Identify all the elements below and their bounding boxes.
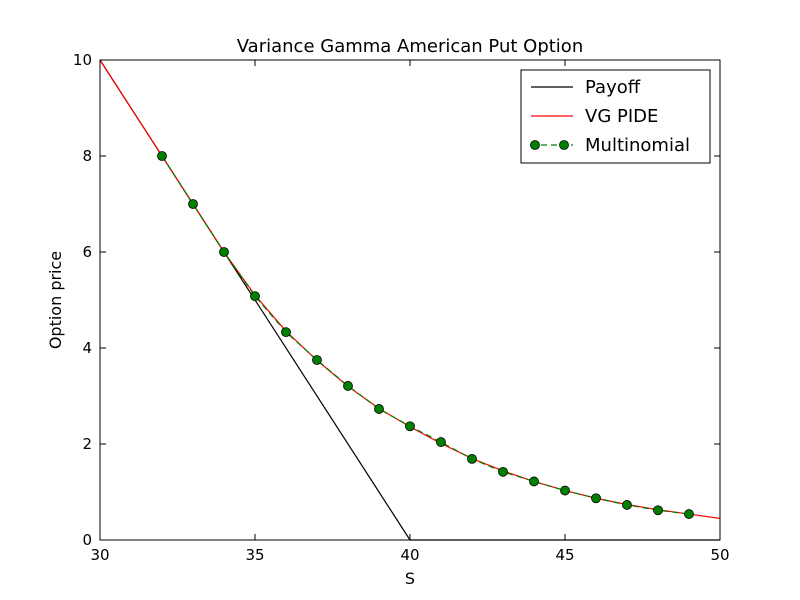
y-tick-label: 2 [82, 435, 92, 453]
y-tick-label: 10 [73, 51, 92, 69]
legend-marker [559, 140, 569, 150]
series-line-multinomial [161, 155, 690, 515]
data-point-multinomial [374, 404, 384, 414]
legend-label-payoff: Payoff [585, 77, 641, 98]
data-point-multinomial [529, 476, 539, 487]
data-point-multinomial [188, 199, 198, 209]
data-point-multinomial [436, 437, 446, 447]
data-point-multinomial [467, 453, 477, 464]
legend-label-multinomial: Multinomial [585, 135, 690, 156]
data-point-multinomial [312, 355, 322, 365]
y-axis-label: Option price [46, 251, 65, 349]
y-tick-label: 6 [82, 243, 92, 261]
data-point-multinomial [498, 466, 508, 477]
data-point-multinomial [622, 500, 632, 510]
x-axis-label: S [405, 569, 415, 588]
y-tick-label: 0 [82, 531, 92, 549]
axis-ticks: 30 35 40 45 50 0 2 4 6 8 10 [73, 51, 730, 564]
x-tick-label: 30 [90, 546, 109, 564]
data-point-multinomial [684, 509, 694, 519]
x-tick-label: 45 [555, 546, 574, 564]
x-tick-label: 35 [245, 546, 264, 564]
chart-title: Variance Gamma American Put Option [237, 36, 583, 57]
data-point-multinomial [591, 493, 601, 504]
legend-marker [530, 140, 540, 150]
x-tick-label: 50 [710, 546, 729, 564]
legend-label-vg-pide: VG PIDE [585, 106, 658, 127]
y-tick-label: 4 [82, 339, 92, 357]
data-point-multinomial [405, 421, 415, 432]
data-point-multinomial [653, 505, 663, 516]
data-point-multinomial [343, 381, 353, 391]
data-point-multinomial [250, 291, 260, 302]
data-point-multinomial [219, 247, 229, 257]
data-point-multinomial [560, 485, 570, 496]
data-point-multinomial [281, 327, 291, 338]
data-point-multinomial [157, 151, 167, 161]
x-tick-label: 40 [400, 546, 419, 564]
y-tick-label: 8 [82, 147, 92, 165]
legend: Payoff VG PIDE Multinomial [520, 69, 711, 164]
